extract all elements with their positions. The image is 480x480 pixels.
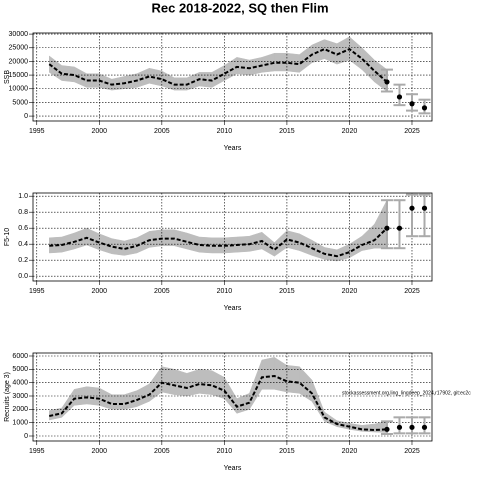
confidence-band [211, 65, 225, 88]
x-tick-label: 2010 [217, 448, 233, 455]
x-tick-label: 1995 [29, 288, 45, 295]
y-axis-label: Recruits (age 3) [4, 372, 11, 422]
y-tick-label: 1.0 [18, 193, 28, 200]
x-tick-label: 2025 [404, 288, 420, 295]
x-tick-label: 2015 [279, 128, 295, 135]
confidence-band [261, 357, 275, 390]
projection-point [409, 101, 415, 107]
y-tick-label: 5000 [12, 366, 28, 373]
confidence-band [274, 356, 288, 393]
projection-point [384, 426, 390, 432]
confidence-band [211, 370, 225, 400]
y-tick-label: 3000 [12, 393, 28, 400]
projection-point [384, 225, 390, 231]
confidence-band [86, 227, 100, 251]
x-tick-label: 2005 [154, 448, 170, 455]
y-tick-label: 0 [24, 433, 28, 440]
confidence-band [161, 366, 175, 395]
y-tick-label: 1000 [12, 420, 28, 427]
projection-point [421, 105, 428, 111]
y-axis-label: F5-10 [4, 228, 11, 246]
x-tick-label: 1995 [29, 448, 45, 455]
plot-frame [32, 32, 433, 122]
plot-frame [32, 192, 433, 282]
y-tick-label: 0.4 [18, 241, 28, 248]
confidence-band [61, 388, 75, 418]
x-tick-label: 2020 [342, 448, 358, 455]
x-tick-label: 2025 [404, 128, 420, 135]
x-tick-label: 1995 [29, 128, 45, 135]
y-tick-label: 10000 [9, 86, 29, 93]
confidence-band [199, 369, 213, 395]
y-tick-label: 25000 [9, 45, 29, 52]
page-title: Rec 2018-2022, SQ then Flim [151, 0, 328, 15]
confidence-band [249, 359, 263, 411]
y-tick-label: 20000 [9, 58, 29, 65]
projection-point [384, 79, 390, 85]
projection-point [409, 205, 415, 211]
y-tick-label: 0.6 [18, 225, 28, 232]
estimate-line [49, 374, 388, 432]
projection-point [396, 225, 403, 231]
projection-point [409, 424, 415, 430]
confidence-band [324, 39, 338, 65]
annotation: stockassessment.org,ling_lingdeep_2024,r… [342, 391, 471, 397]
y-tick-label: 4000 [12, 380, 28, 387]
confidence-band [336, 36, 350, 65]
confidence-band [374, 200, 388, 249]
confidence-band [224, 56, 238, 81]
x-tick-label: 2015 [279, 288, 295, 295]
confidence-band [124, 390, 138, 410]
y-tick-label: 6000 [12, 353, 28, 360]
y-tick-label: 15000 [9, 72, 29, 79]
x-axis-label: Years [224, 305, 242, 312]
y-axis-label: SSB [4, 70, 11, 84]
y-tick-label: 0.8 [18, 209, 28, 216]
y-tick-label: 2000 [12, 406, 28, 413]
x-tick-label: 2005 [154, 288, 170, 295]
x-tick-label: 2025 [404, 448, 420, 455]
x-axis-label: Years [224, 145, 242, 152]
y-tick-label: 5000 [12, 99, 28, 106]
confidence-band [74, 66, 88, 88]
x-tick-label: 2010 [217, 288, 233, 295]
x-tick-label: 2015 [279, 448, 295, 455]
projection-point [421, 424, 428, 430]
projection-point [396, 94, 403, 100]
confidence-band [99, 387, 113, 410]
projection-point [396, 424, 403, 430]
y-tick-label: 0.2 [18, 257, 28, 264]
y-tick-label: 30000 [9, 31, 29, 38]
projection-point [421, 205, 428, 211]
estimate-line [49, 227, 388, 258]
x-tick-label: 2010 [217, 128, 233, 135]
confidence-band [311, 39, 325, 64]
x-axis-label: Years [224, 465, 242, 472]
confidence-band [299, 233, 313, 256]
y-tick-label: 0 [24, 113, 28, 120]
x-tick-label: 2005 [154, 128, 170, 135]
confidence-band [111, 394, 125, 410]
estimate-line [48, 47, 388, 86]
x-tick-label: 2000 [92, 128, 108, 135]
x-tick-label: 2020 [342, 288, 358, 295]
x-tick-label: 2020 [342, 128, 358, 135]
x-tick-label: 2000 [92, 448, 108, 455]
x-tick-label: 2000 [92, 288, 108, 295]
y-tick-label: 0.0 [18, 273, 28, 280]
plot-frame [32, 352, 433, 442]
